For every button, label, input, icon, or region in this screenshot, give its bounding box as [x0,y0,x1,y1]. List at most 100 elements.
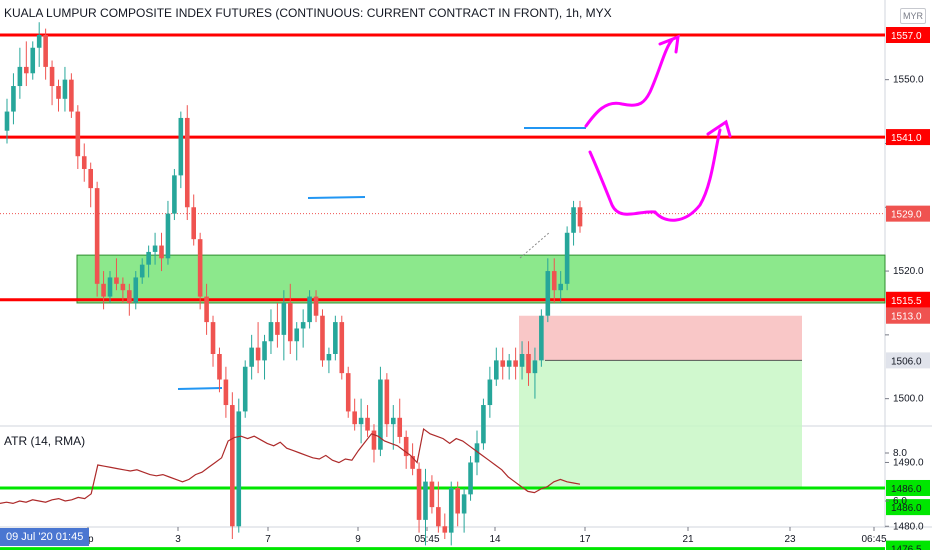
candle-body [358,417,364,425]
price-label-bg [886,205,930,222]
candle-body [403,436,409,457]
candle-body [577,207,583,227]
price-label-bg [886,352,930,369]
level-price-label: 1486.0 [891,484,922,495]
candle-body [184,117,190,208]
candle-body [146,251,151,265]
candle-body [107,277,113,297]
candle-body [333,322,338,354]
candle-body [17,66,23,87]
candle-body [268,322,274,342]
time-axis-tick-label: 14 [489,534,501,545]
candle-body [101,283,106,297]
candle-body [307,296,312,323]
candle-body [513,360,518,367]
price-label-bg [886,499,930,516]
candle-body [275,322,280,335]
candle-body [487,379,493,406]
candle-body [442,526,448,533]
candle-body [468,462,473,495]
candle-body [94,188,100,284]
candle-body [75,111,81,157]
candle-body [204,296,209,323]
candle-body [500,360,506,367]
candle-body [88,168,93,189]
candle-body [127,290,132,303]
candle-body [62,79,68,99]
candle-body [69,79,74,112]
candle-body [416,468,422,520]
price-axis-tick-label: 1500.0 [893,394,924,405]
candle-body [294,328,300,342]
candle-body [558,283,563,291]
candle-body [474,443,480,463]
candle-body [461,494,467,514]
price-axis-tick-label: 1480.0 [893,521,924,532]
atr-axis-tick-label: 8.0 [893,448,907,459]
candle-body [365,417,370,431]
candle-body [423,481,428,520]
price-label-bg [886,307,930,324]
time-axis-tick-label: 21 [682,534,694,545]
level-price-label: 1515.5 [891,296,922,307]
time-axis-tick-label: 3 [175,534,181,545]
time-axis-tick-label: 06:45 [861,534,886,545]
candle-body [481,405,486,444]
crosshair-date-badge: 09 Jul '20 01:45 [0,528,90,546]
candle-body [436,507,441,527]
candle-body [545,271,551,316]
candle-body [4,111,10,131]
short-position-stop-zone [519,315,802,361]
candle-body [448,487,454,533]
candle-body [255,347,261,361]
price-axis-tick-label: 1550.0 [893,75,924,86]
candle-body [532,360,538,374]
atr-line [0,427,581,505]
candle-body [455,487,460,514]
candle-body [230,405,235,527]
candle-body [526,354,531,374]
level-price-label-bg [886,27,930,43]
candle-body [114,277,119,284]
candle-body [339,322,345,374]
candle-body [287,302,293,342]
level-price-label: 1557.0 [891,31,922,42]
candle-body [249,347,254,367]
candle-body [159,245,164,259]
candle-body [11,86,16,112]
candle-body [519,354,525,367]
level-price-label-bg [886,479,930,496]
pullback-projection-arrow [588,119,732,222]
candle-body [506,360,512,367]
candle-body [551,271,557,291]
currency-badge[interactable]: MYR [900,8,926,24]
candle-body [571,207,576,233]
candle-body [320,315,325,361]
candle-body [564,232,570,284]
candle-body [390,417,396,425]
price-axis-tick-label: 1520.0 [893,266,924,277]
candle-body [43,35,48,67]
candle-body [49,66,55,87]
candle-body [384,379,390,425]
candle-body [24,66,29,74]
price-label: 1513.0 [891,312,922,323]
time-axis-tick-label: 9 [355,534,361,545]
short-position-target-zone [519,360,802,488]
time-axis-tick-label: 05:45 [414,534,439,545]
level-price-label-bg [886,129,930,146]
candle-body [236,411,242,527]
candle-body [371,430,377,450]
candle-body [494,360,499,380]
candle-body [378,379,383,450]
candle-body [539,315,544,361]
trend-dash [519,231,551,259]
candle-body [152,245,158,252]
candle-body [81,156,87,169]
candle-body [345,373,351,412]
price-label: 1529.0 [891,210,922,221]
atr-indicator-label[interactable]: ATR (14, RMA) [4,434,86,448]
level-price-label: 1476.5 [891,545,922,550]
candle-body [410,456,415,469]
